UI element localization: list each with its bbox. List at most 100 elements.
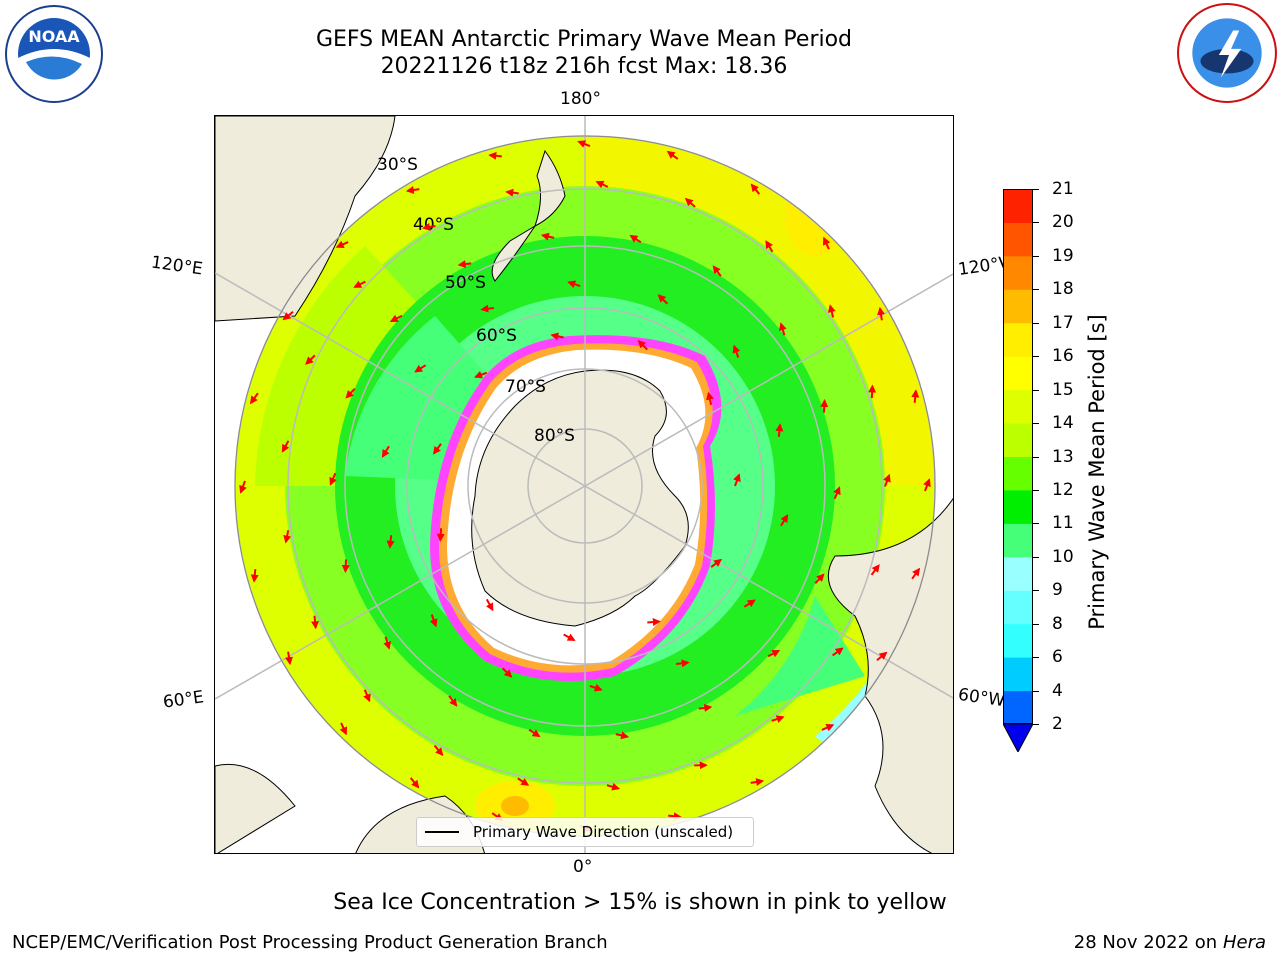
wave-vector bbox=[870, 564, 880, 576]
wave-vector bbox=[422, 222, 436, 231]
wave-vector bbox=[629, 234, 642, 244]
wave-vector bbox=[775, 423, 784, 437]
colorbar-tick bbox=[1033, 724, 1039, 725]
colorbar-tick-label: 2 bbox=[1052, 714, 1063, 734]
footer-credit: NCEP/EMC/Verification Post Processing Pr… bbox=[12, 932, 608, 953]
lon-label-60w: 60°W bbox=[956, 684, 1007, 712]
colorbar-tick bbox=[1033, 189, 1039, 190]
wave-vector bbox=[339, 722, 348, 736]
wave-vector bbox=[239, 480, 247, 494]
wave-vector bbox=[606, 782, 621, 791]
wave-vector bbox=[457, 260, 472, 269]
colorbar-tick-label: 9 bbox=[1052, 580, 1063, 601]
wave-vector bbox=[676, 659, 690, 668]
wave-vector bbox=[666, 150, 679, 160]
wave-vector bbox=[750, 183, 761, 195]
wave-vector bbox=[505, 188, 519, 197]
wave-vector bbox=[563, 633, 576, 642]
legend-line-sample bbox=[425, 831, 459, 833]
wave-vector bbox=[540, 232, 555, 241]
lat-label-30s: 30°S bbox=[377, 155, 418, 175]
wave-vector bbox=[615, 731, 630, 740]
wave-vector bbox=[429, 614, 438, 628]
colorbar-tick-label: 20 bbox=[1052, 212, 1074, 233]
colorbar-tick-label: 10 bbox=[1052, 546, 1074, 567]
wave-vector bbox=[589, 683, 603, 692]
colorbar-tick-label: 19 bbox=[1052, 245, 1074, 266]
wave-vector bbox=[827, 304, 836, 318]
colorbar-segment bbox=[1003, 523, 1033, 558]
colorbar-segment bbox=[1003, 189, 1033, 223]
wave-vector bbox=[750, 778, 765, 786]
wave-vector bbox=[911, 567, 921, 580]
lat-label-70s: 70°S bbox=[505, 377, 546, 397]
wave-vector bbox=[345, 387, 356, 399]
polar-map: 30°S 40°S 50°S 60°S 70°S 80°S bbox=[214, 115, 954, 854]
colorbar-segment bbox=[1003, 556, 1033, 591]
wave-vector bbox=[814, 573, 825, 585]
wave-vector bbox=[335, 240, 349, 249]
wave-vector bbox=[771, 715, 785, 723]
lat-label-40s: 40°S bbox=[413, 215, 454, 235]
colorbar-tick-label: 12 bbox=[1052, 479, 1074, 500]
colorbar-tick bbox=[1033, 222, 1039, 224]
wave-vector bbox=[821, 723, 835, 732]
colorbar-segment bbox=[1003, 657, 1033, 692]
wave-vector bbox=[767, 649, 781, 658]
wave-vector bbox=[436, 528, 445, 542]
colorbar-tick-label: 4 bbox=[1052, 680, 1063, 701]
colorbar-segment bbox=[1003, 623, 1033, 658]
colorbar-tick bbox=[1033, 690, 1039, 692]
sea-ice-note: Sea Ice Concentration > 15% is shown in … bbox=[333, 890, 947, 915]
colorbar-tick bbox=[1033, 590, 1039, 592]
wave-vector bbox=[712, 265, 722, 277]
wave-vector bbox=[281, 440, 290, 453]
wave-vector bbox=[577, 140, 591, 148]
wave-vector bbox=[386, 535, 395, 549]
colorbar-segment bbox=[1003, 423, 1033, 457]
lat-label-50s: 50°S bbox=[445, 273, 486, 293]
colorbar-tick bbox=[1033, 489, 1039, 491]
wave-vector bbox=[820, 398, 829, 413]
wave-vector bbox=[706, 391, 714, 406]
wave-vector bbox=[647, 618, 661, 626]
colorbar-tick bbox=[1033, 657, 1039, 659]
wave-vector bbox=[329, 472, 337, 486]
wave-vector bbox=[657, 294, 669, 305]
colorbar-tick-label: 18 bbox=[1052, 279, 1074, 300]
colorbar-tick-label: 16 bbox=[1052, 346, 1074, 367]
chart-title: GEFS MEAN Antarctic Primary Wave Mean Pe… bbox=[315, 27, 853, 52]
map-legend: Primary Wave Direction (unscaled) bbox=[416, 817, 754, 847]
noaa-logo: NOAA bbox=[5, 5, 103, 103]
colorbar-tick-label: 14 bbox=[1052, 413, 1074, 434]
lon-label-60e: 60°E bbox=[161, 687, 206, 713]
wave-vector bbox=[474, 370, 488, 379]
lon-label-0: 0° bbox=[573, 857, 593, 877]
lon-label-180: 180° bbox=[560, 89, 601, 109]
wave-vector bbox=[883, 473, 891, 487]
wave-vector bbox=[448, 695, 458, 707]
lat-label-80s: 80°S bbox=[534, 426, 575, 446]
footer-machine: Hera bbox=[1222, 932, 1266, 953]
colorbar-segment bbox=[1003, 489, 1033, 524]
wave-vector bbox=[567, 280, 581, 289]
colorbar-segment bbox=[1003, 255, 1033, 290]
wave-vector bbox=[780, 514, 789, 527]
wave-vector bbox=[528, 728, 541, 738]
colorbar-segment bbox=[1003, 389, 1033, 424]
colorbar-segment bbox=[1003, 590, 1033, 625]
colorbar-tick-label: 11 bbox=[1052, 513, 1074, 534]
wave-vector bbox=[285, 651, 293, 666]
colorbar-tick-label: 17 bbox=[1052, 312, 1074, 333]
colorbar bbox=[1003, 189, 1033, 752]
wave-direction-vectors bbox=[239, 140, 931, 832]
wave-vector bbox=[433, 443, 442, 455]
wave-vector bbox=[832, 647, 844, 657]
colorbar-tick bbox=[1033, 322, 1039, 324]
wave-vector bbox=[710, 558, 723, 568]
wave-vector bbox=[877, 306, 885, 321]
wave-vector bbox=[488, 151, 502, 160]
wave-vector bbox=[409, 777, 420, 789]
polar-map-canvas: 30°S 40°S 50°S 60°S 70°S 80°S bbox=[215, 116, 953, 853]
wave-vector bbox=[637, 340, 649, 351]
